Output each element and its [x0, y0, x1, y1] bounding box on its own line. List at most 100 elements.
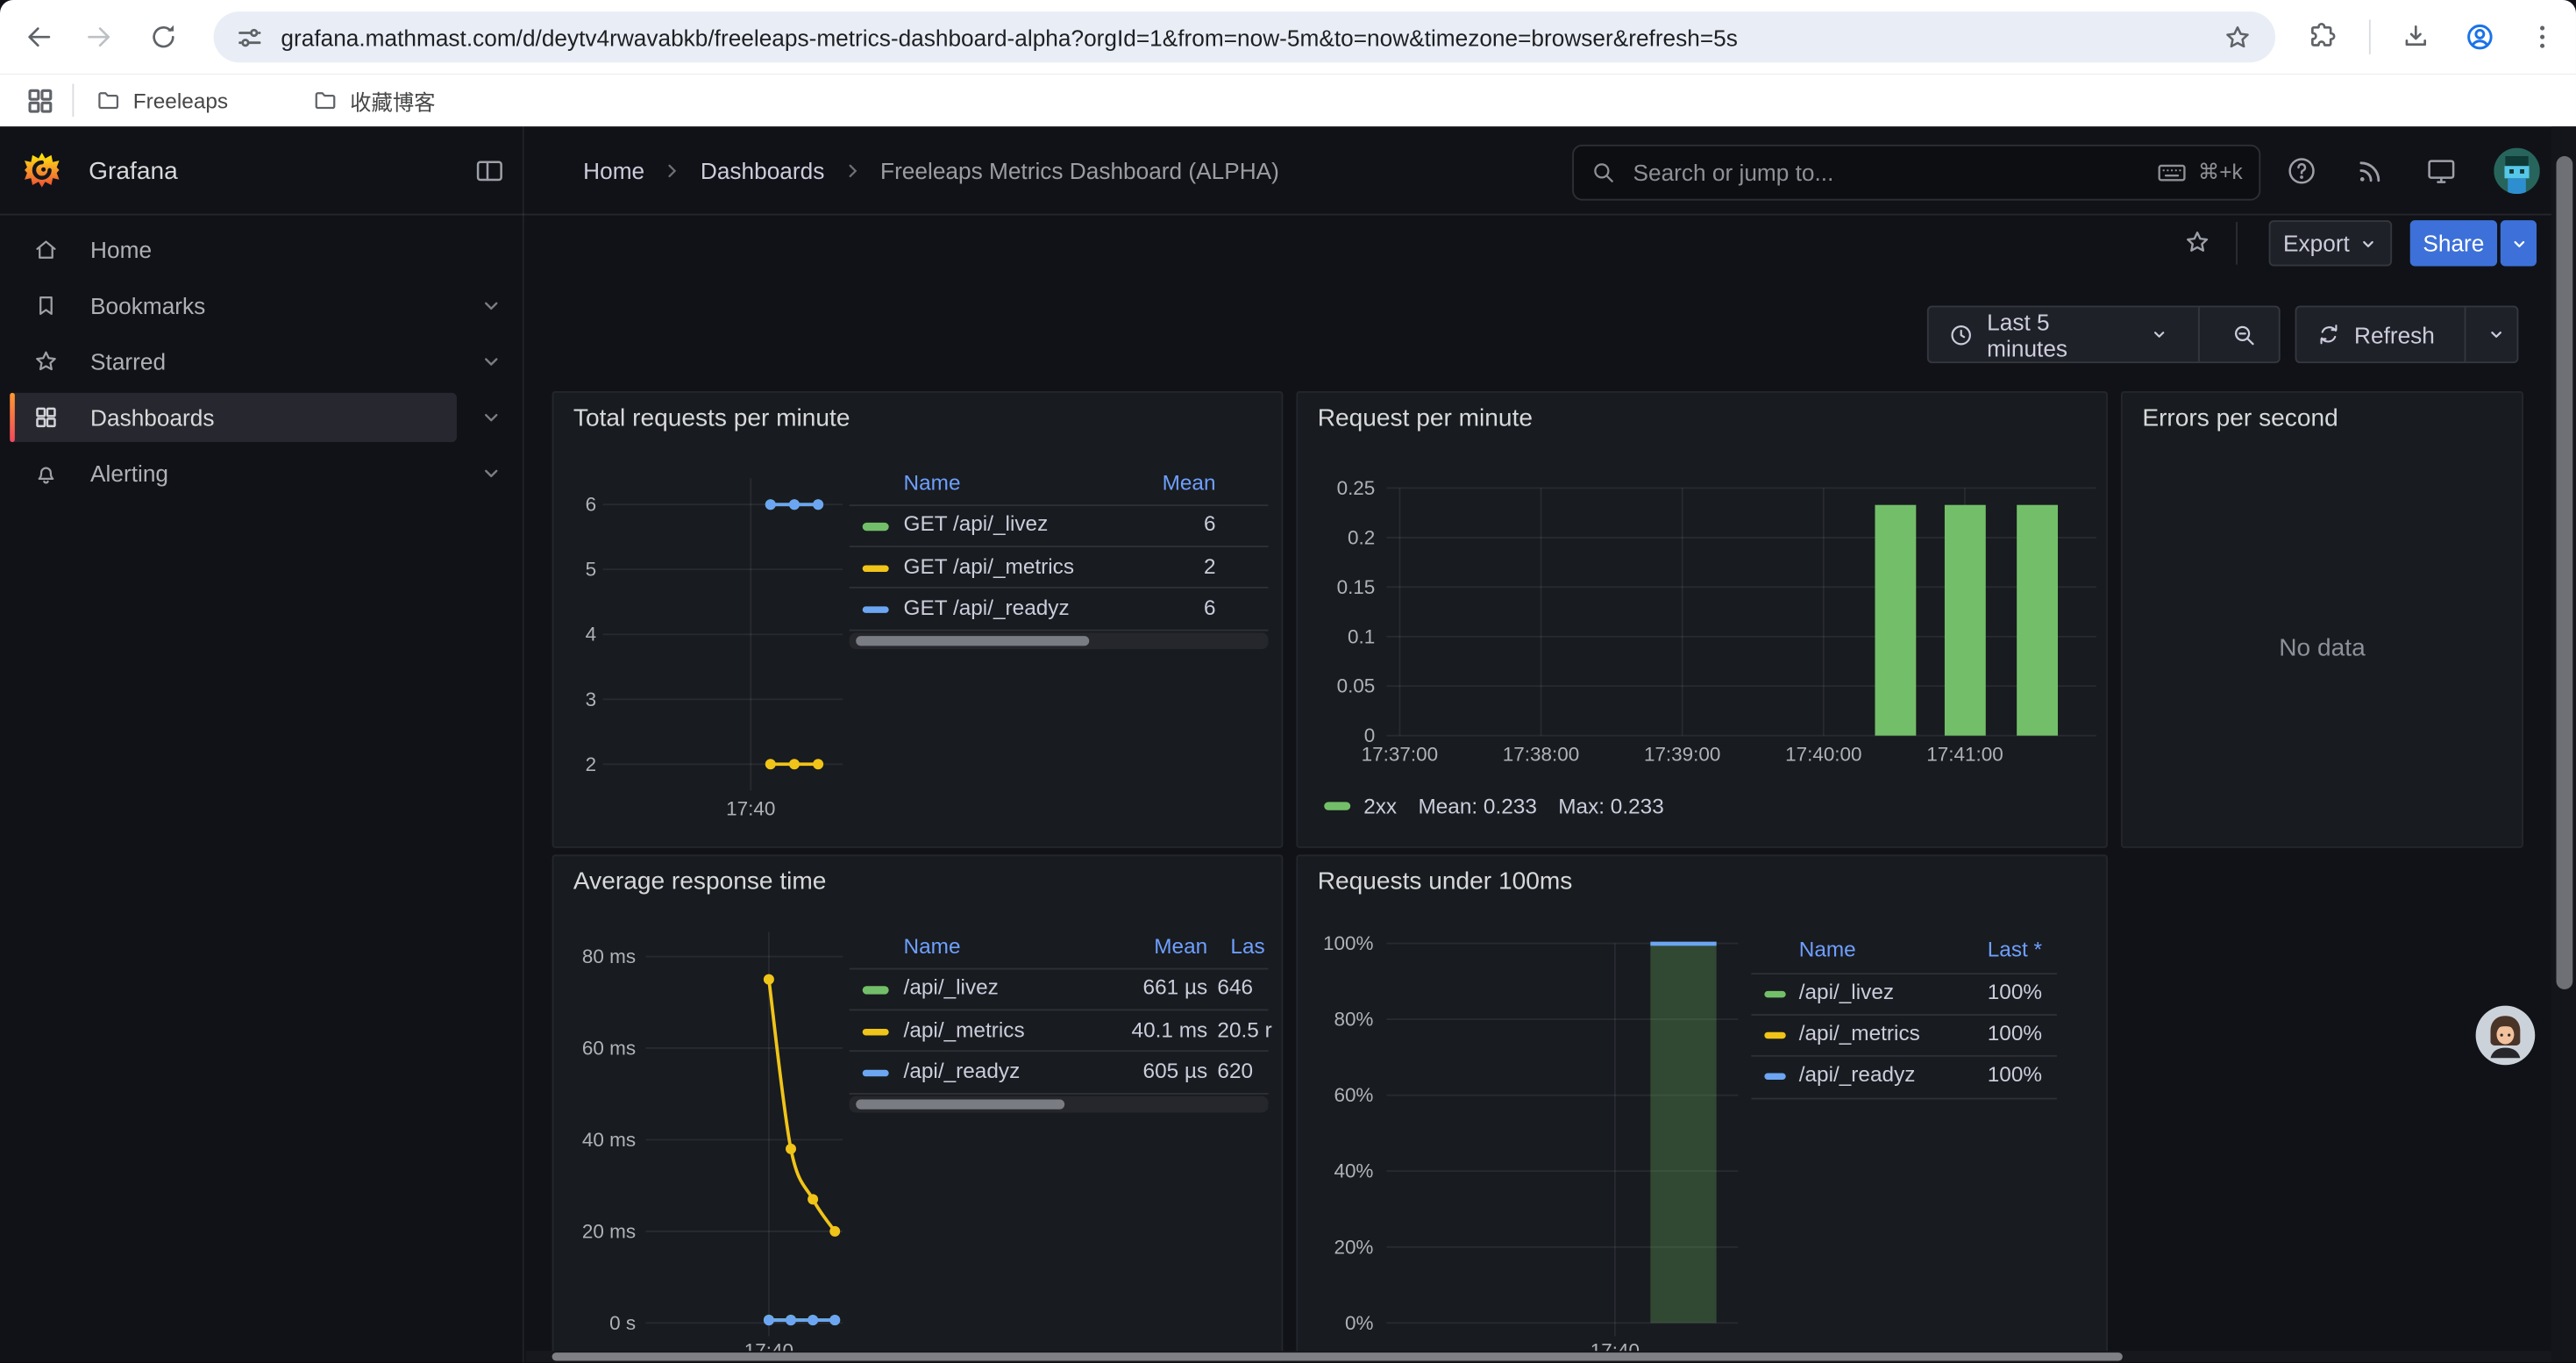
zoom-out-button[interactable] — [2210, 307, 2279, 361]
legend-column-header[interactable]: Name — [903, 933, 961, 959]
sidebar-item-label: Bookmarks — [90, 292, 206, 319]
refresh-button[interactable]: Refresh — [2296, 307, 2454, 361]
horizontal-scrollbar-thumb[interactable] — [551, 1352, 2123, 1361]
folder-icon — [98, 92, 119, 110]
legend-column-header[interactable]: Mean — [1162, 469, 1216, 495]
legend-separator — [849, 585, 1269, 588]
vertical-scrollbar-thumb[interactable] — [2555, 156, 2572, 989]
svg-text:17:40: 17:40 — [726, 797, 775, 819]
download-icon[interactable] — [2395, 17, 2435, 56]
bookmark-folder-blogs[interactable]: 收藏博客 — [302, 79, 445, 122]
series-color-pill — [862, 1068, 889, 1077]
legend-series-name[interactable]: /api/_metrics — [1798, 1020, 1920, 1045]
legend-column-header[interactable]: Last * — [1987, 937, 2043, 962]
panel-title[interactable]: Average response time — [573, 867, 827, 896]
legend-value: 40.1 ms — [1131, 1016, 1208, 1042]
apps-grid-icon[interactable] — [19, 81, 59, 120]
svg-text:17:37:00: 17:37:00 — [1362, 744, 1438, 766]
time-range-picker[interactable]: Last 5 minutes — [1929, 307, 2188, 361]
legend-value: 100% — [1987, 1060, 2043, 1086]
button-divider — [2464, 307, 2466, 362]
breadcrumb-home[interactable]: Home — [583, 156, 645, 183]
share-menu-button[interactable] — [2500, 220, 2537, 267]
clock-icon — [1951, 325, 1971, 345]
svg-text:0.25: 0.25 — [1337, 477, 1376, 499]
bookmark-folder-freeleaps[interactable]: Freeleaps — [85, 79, 238, 122]
assistant-avatar[interactable] — [2474, 1004, 2537, 1067]
profile-icon[interactable] — [2459, 17, 2499, 56]
legend-series-name[interactable]: GET /api/_readyz — [903, 594, 1070, 619]
news-rss-icon[interactable] — [2354, 154, 2387, 187]
url-bar[interactable] — [213, 11, 2276, 63]
svg-text:40%: 40% — [1334, 1160, 1373, 1182]
sidebar-border — [522, 126, 524, 1363]
chevron-down-icon[interactable] — [480, 294, 502, 317]
chevron-down-icon[interactable] — [480, 406, 502, 429]
legend-series-name[interactable]: /api/_livez — [903, 974, 999, 1000]
legend-column-header[interactable]: Mean — [1154, 933, 1208, 959]
back-icon[interactable] — [18, 17, 58, 56]
search-icon — [1594, 163, 1613, 182]
legend-series-name[interactable]: /api/_metrics — [903, 1016, 1025, 1042]
legend-separator — [849, 1049, 1269, 1052]
legend-column-header[interactable]: Name — [1798, 937, 1856, 962]
panel-title[interactable]: Total requests per minute — [573, 403, 850, 432]
extensions-icon[interactable] — [2302, 17, 2341, 56]
series-color-pill — [862, 564, 889, 573]
brand-name[interactable]: Grafana — [89, 157, 178, 186]
panel-title[interactable]: Requests under 100ms — [1317, 867, 1573, 896]
chevron-down-icon[interactable] — [480, 462, 502, 485]
legend-column-header[interactable]: Name — [903, 469, 961, 495]
forward-icon[interactable] — [79, 17, 118, 56]
monitor-icon[interactable] — [2425, 154, 2458, 187]
no-data-message: No data — [2279, 634, 2366, 663]
sidebar-item-home[interactable]: Home — [10, 225, 457, 275]
sidebar-item-alerting[interactable]: Alerting — [10, 449, 457, 498]
help-icon[interactable] — [2285, 154, 2317, 187]
legend-series-name[interactable]: /api/_livez — [1798, 978, 1895, 1003]
panel-title[interactable]: Errors per second — [2142, 403, 2338, 432]
panel-title[interactable]: Request per minute — [1317, 403, 1534, 432]
legend-scrollbar-thumb[interactable] — [856, 1098, 1065, 1110]
chevron-down-icon[interactable] — [480, 350, 502, 373]
legend-series-name[interactable]: GET /api/_metrics — [903, 553, 1075, 578]
legend: 2xx Mean: 0.233 Max: 0.233 — [1324, 794, 1664, 818]
legend-column-header[interactable]: Las — [1230, 933, 1265, 959]
grafana-logo[interactable] — [23, 151, 60, 189]
search-bar[interactable]: ⌘+k — [1572, 144, 2261, 201]
sidebar-item-bookmarks[interactable]: Bookmarks — [10, 281, 457, 330]
breadcrumb-dashboards[interactable]: Dashboards — [700, 156, 825, 183]
sidebar-item-label: Home — [90, 236, 153, 263]
sidebar-item-dashboards[interactable]: Dashboards — [10, 392, 457, 443]
url-input[interactable] — [281, 24, 2200, 51]
browser-menu-icon[interactable] — [2522, 17, 2561, 56]
site-settings-icon[interactable] — [235, 22, 265, 52]
time-range-group: Last 5 minutes — [1926, 305, 2281, 364]
grafana-app: Grafana Home Dashboards Freeleaps Metric… — [0, 126, 2576, 1363]
svg-text:0.05: 0.05 — [1337, 675, 1376, 697]
refresh-interval-button[interactable] — [2475, 307, 2516, 361]
legend-series-name[interactable]: GET /api/_livez — [903, 510, 1049, 536]
svg-text:60%: 60% — [1334, 1084, 1373, 1106]
sidebar-item-starred[interactable]: Starred — [10, 337, 457, 386]
user-avatar[interactable] — [2494, 147, 2540, 195]
export-button[interactable]: Export — [2268, 220, 2393, 267]
favorite-star-icon[interactable] — [2183, 228, 2211, 256]
share-button[interactable]: Share — [2409, 220, 2498, 267]
bar-chart: 0.25 0.2 0.15 0.1 0.05 017:37:00 17:38:00 17:39… — [1337, 477, 2096, 766]
legend-mean: Mean: 0.233 — [1418, 794, 1537, 819]
legend-series-name[interactable]: /api/_readyz — [903, 1057, 1021, 1082]
reload-icon[interactable] — [143, 17, 182, 56]
svg-text:60 ms: 60 ms — [582, 1037, 636, 1059]
legend-item[interactable]: 2xx — [1324, 794, 1397, 818]
legend-separator — [849, 545, 1269, 547]
panel-average-response-time: Average response time 80 ms 60 ms 40 ms 20 … — [551, 854, 1284, 1363]
bookmark-icon — [32, 293, 59, 319]
legend-series-name[interactable]: /api/_readyz — [1798, 1060, 1916, 1086]
svg-text:17:40:00: 17:40:00 — [1785, 744, 1861, 766]
legend-scrollbar-thumb[interactable] — [856, 635, 1090, 646]
legend-separator — [1751, 973, 2057, 975]
panel-toggle-icon[interactable] — [473, 154, 506, 187]
search-input[interactable] — [1629, 157, 2156, 188]
bookmark-star-icon[interactable] — [2223, 22, 2252, 52]
